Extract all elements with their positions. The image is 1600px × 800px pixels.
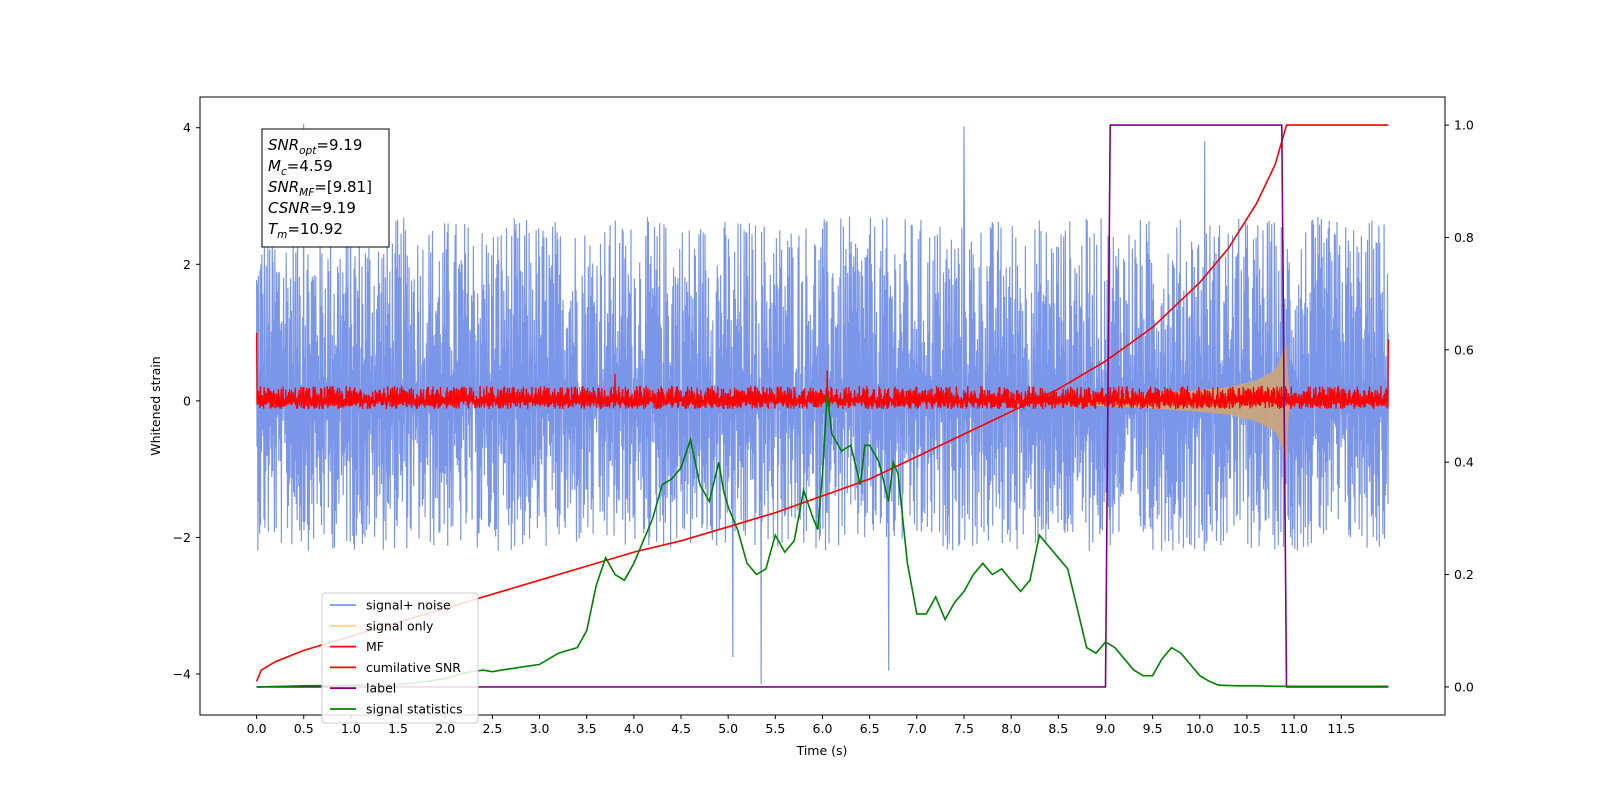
y-axis-label: Whitened strain <box>148 356 163 455</box>
x-axis-label: Time (s) <box>796 743 848 758</box>
x-tick-label: 10.5 <box>1233 721 1261 736</box>
x-tick-label: 2.0 <box>435 721 455 736</box>
annotation-value: =4.59 <box>287 157 333 175</box>
x-tick-label: 4.5 <box>671 721 691 736</box>
x-tick-label: 6.5 <box>860 721 880 736</box>
x-tick-label: 7.5 <box>954 721 974 736</box>
x-tick-label: 10.0 <box>1186 721 1214 736</box>
x-tick-label: 3.5 <box>577 721 597 736</box>
y-tick-label-right: 1.0 <box>1454 118 1474 133</box>
legend-items: signal+ noise signal only MF cumilative SNR… <box>330 598 463 717</box>
annotation-lines: SNRopt=9.19Mc=4.59SNRMF=[9.81]CSNR=9.19T… <box>268 136 372 241</box>
legend-label-signal-noise: signal+ noise <box>366 598 451 613</box>
x-tick-label: 5.0 <box>718 721 738 736</box>
x-tick-label: 4.0 <box>624 721 644 736</box>
y-tick-label-left: 0 <box>183 393 191 408</box>
series-mf <box>255 332 1390 410</box>
x-tick-label: 2.5 <box>482 721 502 736</box>
annotation-symbol: CSNR <box>268 199 310 217</box>
annotation-subscript: opt <box>299 145 317 157</box>
legend-frame <box>321 592 479 724</box>
legend-label-mf: MF <box>366 639 384 654</box>
x-tick-label: 9.0 <box>1096 721 1116 736</box>
x-tick-label: 0.5 <box>294 721 314 736</box>
legend-label-signal-statistics: signal statistics <box>366 702 463 717</box>
x-tick-label: 1.5 <box>388 721 408 736</box>
annotation-subscript: MF <box>299 187 315 199</box>
annotation-subscript: c <box>281 166 287 178</box>
annotation-line: SNRMF=[9.81] <box>268 178 372 199</box>
annotation-value: =10.92 <box>287 220 343 238</box>
annotation-box: SNRopt=9.19Mc=4.59SNRMF=[9.81]CSNR=9.19T… <box>261 128 390 248</box>
x-tick-label: 7.0 <box>907 721 927 736</box>
ticks-layer: 0.0 0.5 1.0 1.5 2.0 2.5 3.0 3.5 4.0 4.5 5.0 5.5 6.0 6… <box>173 118 1474 736</box>
legend-label-label: label <box>366 681 396 696</box>
y-tick-label-left: 4 <box>183 120 191 135</box>
x-tick-label: 1.0 <box>341 721 361 736</box>
y-tick-label-left: −4 <box>173 667 191 682</box>
y-tick-label-right: 0.8 <box>1454 230 1474 245</box>
x-tick-label: 8.0 <box>1001 721 1021 736</box>
x-tick-label: 6.0 <box>813 721 833 736</box>
legend-label-signal-only: signal only <box>366 618 434 633</box>
x-tick-label: 11.0 <box>1280 721 1308 736</box>
x-tick-label: 8.5 <box>1048 721 1068 736</box>
annotation-value: =9.19 <box>316 136 362 154</box>
annotation-line: SNRopt=9.19 <box>268 136 362 157</box>
y-tick-label-right: 0.6 <box>1454 342 1474 357</box>
annotation-value: =9.19 <box>310 199 356 217</box>
x-tick-label: 11.5 <box>1327 721 1355 736</box>
legend-label-cumilative-snr: cumilative SNR <box>366 660 461 675</box>
series-signal-statistics <box>256 394 1389 688</box>
y-tick-label-right: 0.2 <box>1454 567 1474 582</box>
annotation-value: =[9.81] <box>314 178 372 196</box>
y-tick-label-right: 0.0 <box>1454 679 1474 694</box>
annotation-line: Mc=4.59 <box>268 157 333 178</box>
annotation-symbol: SNR <box>268 178 299 196</box>
annotation-frame <box>261 128 390 248</box>
annotation-symbol: SNR <box>268 136 299 154</box>
y-tick-label-left: −2 <box>173 530 191 545</box>
legend: signal+ noise signal only MF cumilative SNR… <box>321 592 479 724</box>
y-tick-label-left: 2 <box>183 257 191 272</box>
x-tick-label: 0.0 <box>247 721 267 736</box>
annotation-line: CSNR=9.19 <box>268 199 356 217</box>
x-tick-label: 3.0 <box>530 721 550 736</box>
y-tick-label-right: 0.4 <box>1454 455 1474 470</box>
x-tick-label: 5.5 <box>765 721 785 736</box>
x-tick-label: 9.5 <box>1143 721 1163 736</box>
annotation-symbol: M <box>268 157 281 175</box>
annotation-line: Tm=10.92 <box>268 220 343 241</box>
annotation-symbol: T <box>268 220 279 238</box>
annotation-subscript: m <box>277 229 287 241</box>
